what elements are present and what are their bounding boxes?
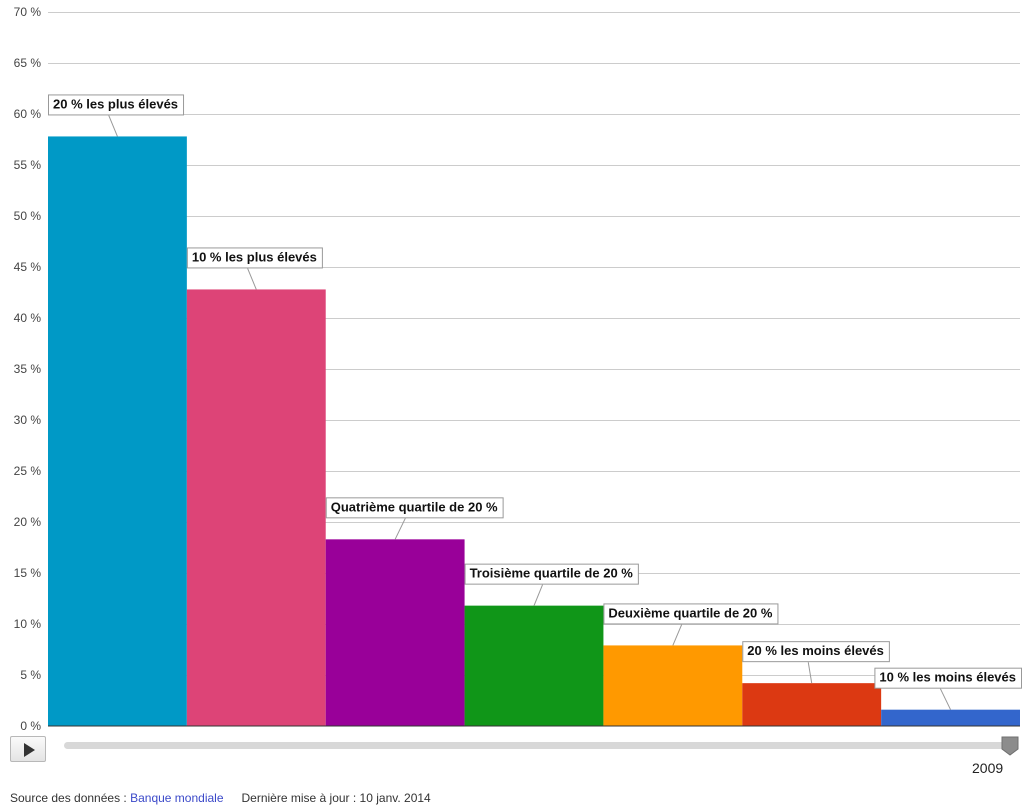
y-tick-label: 40 % xyxy=(14,311,42,325)
source-prefix: Source des données : xyxy=(10,791,131,805)
y-axis-ticks: 0 % 5 % 10 % 15 % 20 % 25 % 30 % 35 % 40 % 45 % 50… xyxy=(14,5,42,730)
bar-label: 10 % les moins élevés xyxy=(879,670,1016,685)
y-tick-label: 55 % xyxy=(14,158,42,172)
timeline-controls: 2009 xyxy=(0,733,1024,783)
bar[interactable] xyxy=(464,605,604,726)
bar-label-box xyxy=(325,497,504,519)
bar-label-box xyxy=(48,94,185,116)
bar-label-leader xyxy=(533,584,544,606)
y-tick-label: 70 % xyxy=(14,5,42,19)
bar-label: Troisième quartile de 20 % xyxy=(470,566,634,581)
bar-annotation: 20 % les plus élevés xyxy=(48,94,185,137)
bar-label-leader xyxy=(108,115,118,137)
y-tick-label: 45 % xyxy=(14,260,42,274)
bar-annotation: 20 % les moins élevés xyxy=(742,641,890,684)
y-tick-label: 15 % xyxy=(14,566,42,580)
bar-label: Deuxième quartile de 20 % xyxy=(608,605,772,620)
y-tick-label: 20 % xyxy=(14,515,42,529)
source-link[interactable]: Banque mondiale xyxy=(130,791,224,805)
y-tick-label: 25 % xyxy=(14,464,42,478)
bar-label: 20 % les moins élevés xyxy=(747,643,884,658)
bar-label-leader xyxy=(394,518,406,540)
bar-label-box xyxy=(464,563,639,585)
bar-chart: 0 % 5 % 10 % 15 % 20 % 25 % 30 % 35 % 40 % 45 % 50… xyxy=(14,5,1022,730)
bar-annotation: Troisième quartile de 20 % xyxy=(464,563,639,606)
play-button[interactable] xyxy=(10,736,46,762)
y-tick-label: 65 % xyxy=(14,56,42,70)
bar[interactable] xyxy=(325,539,465,726)
timeline-slider[interactable] xyxy=(64,742,1016,749)
y-tick-label: 35 % xyxy=(14,362,42,376)
bar-label: 20 % les plus élevés xyxy=(53,96,178,111)
bar[interactable] xyxy=(186,289,326,726)
timeline-handle[interactable] xyxy=(1001,736,1019,756)
year-label: 2009 xyxy=(972,760,1004,776)
bar-annotation: 10 % les moins élevés xyxy=(874,667,1022,710)
bar-label-box xyxy=(742,641,890,663)
bar-label: Quatrième quartile de 20 % xyxy=(331,499,498,514)
y-tick-label: 0 % xyxy=(20,719,41,730)
y-tick-label: 5 % xyxy=(20,668,41,682)
y-tick-label: 50 % xyxy=(14,209,42,223)
bar-label-box xyxy=(874,667,1022,689)
bars xyxy=(48,136,1020,726)
footer: Source des données : Banque mondiale Dern… xyxy=(10,791,431,805)
last-updated: Dernière mise à jour : 10 janv. 2014 xyxy=(241,791,431,805)
bar-label-leader xyxy=(939,688,952,710)
y-tick-label: 60 % xyxy=(14,107,42,121)
bar-annotation: 10 % les plus élevés xyxy=(186,247,323,290)
y-tick-label: 10 % xyxy=(14,617,42,631)
bar[interactable] xyxy=(742,683,882,726)
bar-label-box xyxy=(186,247,323,269)
bar-label-leader xyxy=(247,268,257,290)
bar[interactable] xyxy=(881,709,1020,726)
bar-label: 10 % les plus élevés xyxy=(192,249,317,264)
bar-annotation: Quatrième quartile de 20 % xyxy=(325,497,504,540)
play-icon xyxy=(24,743,35,757)
bar-annotation: Deuxième quartile de 20 % xyxy=(603,603,779,646)
bar-label-leader xyxy=(807,662,813,684)
bar[interactable] xyxy=(603,645,743,726)
bar-label-leader xyxy=(672,624,683,646)
bar-labels: 20 % les plus élevés 10 % les plus élevés… xyxy=(48,94,1022,710)
bar-label-box xyxy=(603,603,779,625)
y-tick-label: 30 % xyxy=(14,413,42,427)
bar[interactable] xyxy=(48,136,187,726)
